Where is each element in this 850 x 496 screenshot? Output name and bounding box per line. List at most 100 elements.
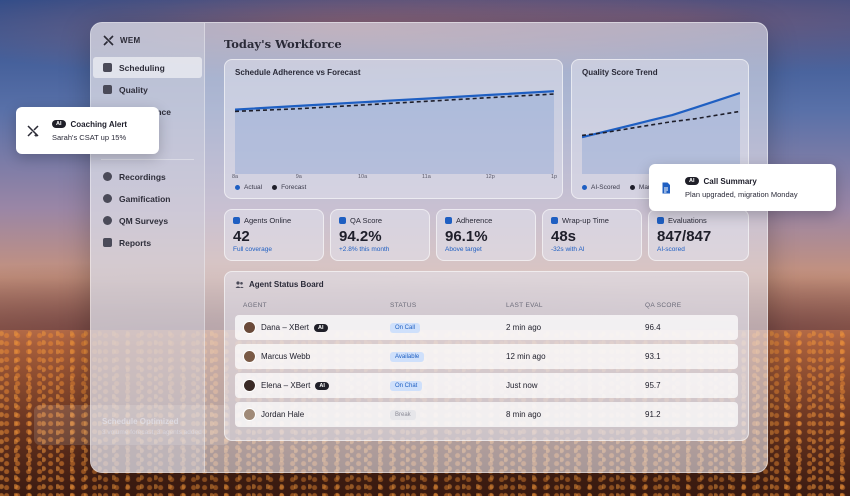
legend-dot [272,185,278,190]
avatar [243,350,256,363]
shield-check-icon [339,217,346,224]
sparkle-icon [27,124,39,137]
chart-title: Schedule Adherence vs Forecast [235,68,361,77]
column-header-status[interactable]: STATUS [390,302,417,309]
series-line-manual[interactable] [582,111,740,135]
stat-label: Adherence [456,216,493,225]
ai-badge: AI [52,120,66,128]
stat-header: Evaluations [657,216,740,225]
trophy-icon [103,194,112,203]
table-row[interactable]: Jordan Hale Break 8 min ago 91.2 [235,402,738,427]
last-eval-cell: 2 min ago [506,323,542,332]
people-icon [233,217,240,224]
brand-name: WEM [120,35,141,45]
qa-score-cell: 91.2 [645,410,661,419]
status-badge: On Chat [390,381,423,391]
ai-badge: AI [315,381,329,390]
column-header-qa-score[interactable]: QA SCORE [645,302,682,309]
column-header-agent[interactable]: AGENT [243,302,267,309]
agent-name: Elena – XBert [261,381,311,390]
stat-header: Wrap-up Time [551,216,633,225]
brand[interactable]: WEM [91,23,204,57]
stat-label: Wrap-up Time [562,216,609,225]
stat-value: 48s [551,228,577,245]
schedule-optimized-toast[interactable]: Schedule Optimized 3 volume forecast, 3 … [34,405,230,445]
avatar [243,408,256,421]
toast-title: Call Summary [703,176,757,186]
avatar [243,379,256,392]
people-icon [235,281,244,288]
sidebar-item-qm-surveys[interactable]: QM Surveys [93,210,202,231]
schedule-adherence-chart: Schedule Adherence vs Forecast 8a 9a 10a 11… [224,59,563,199]
sidebar-item-quality[interactable]: Quality [93,79,202,100]
legend-item-ai-scored[interactable]: AI-Scored [582,184,620,191]
stat-card-agents-online[interactable]: Agents Online 42 Full coverage [224,209,324,261]
sidebar-item-scheduling[interactable]: Scheduling [93,57,202,78]
calendar-icon [103,63,112,72]
coaching-alert-toast[interactable]: AI Coaching Alert Sarah's CSAT up 15% [16,107,159,154]
stat-subtext: Above target [445,246,482,253]
x-tick-label: 11a [422,174,431,180]
table-row[interactable]: Elena – XBert AI On Chat Just now 95.7 [235,373,738,398]
board-header: Agent Status Board [235,280,738,289]
page-title: Today's Workforce [224,37,342,51]
qa-score-cell: 93.1 [645,352,661,361]
status-badge: Break [390,410,416,420]
stat-subtext: AI-scored [657,246,685,253]
stat-card-qa-score[interactable]: QA Score 94.2% +2.8% this month [330,209,430,261]
table-row[interactable]: Dana – XBert AI On Call 2 min ago 96.4 [235,315,738,340]
series-line-ai-scored[interactable] [582,93,740,137]
status-badge: Available [390,352,425,362]
toast-body: AI Call Summary Plan upgraded, migration… [685,177,798,199]
stat-card-adherence[interactable]: Adherence 96.1% Above target [436,209,536,261]
toast-text: Sarah's CSAT up 15% [52,132,127,142]
series-line-forecast[interactable] [235,94,554,111]
stat-card-wrap-up-time[interactable]: Wrap-up Time 48s -32s with AI [542,209,642,261]
stat-label: Agents Online [244,216,292,225]
column-header-last-eval[interactable]: LAST EVAL [506,302,543,309]
agent-cell: Elena – XBert AI [243,379,390,392]
status-cell: On Chat [390,380,506,391]
stat-value: 96.1% [445,228,488,245]
legend-item-actual[interactable]: Actual [235,184,262,191]
document-icon [662,182,670,193]
table-row[interactable]: Marcus Webb Available 12 min ago 93.1 [235,344,738,369]
sidebar-item-label: Reports [119,237,152,248]
stat-subtext: +2.8% this month [339,246,390,253]
legend-label: Forecast [281,184,307,191]
sidebar-item-label: Scheduling [119,62,165,73]
agent-name: Dana – XBert [261,323,310,332]
x-tick-label: 8a [231,174,239,180]
x-tick-label: 9a [295,174,302,180]
series-line-actual[interactable] [235,91,554,109]
sidebar-item-label: Gamification [119,193,171,204]
last-eval-cell: 8 min ago [506,410,542,419]
chart-legend: Actual Forecast [235,184,306,191]
last-eval-cell: Just now [506,381,538,390]
agent-cell: Marcus Webb [243,350,390,363]
last-eval-cell: 12 min ago [506,352,546,361]
sidebar-item-label: Recordings [119,171,166,182]
status-cell: On Call [390,322,506,333]
stat-value: 42 [233,228,250,245]
status-cell: Break [390,409,506,420]
x-tick-label: 10a [358,174,368,180]
legend-item-forecast[interactable]: Forecast [272,184,306,191]
sidebar-item-recordings[interactable]: Recordings [93,166,202,187]
survey-icon [103,216,112,225]
toast-header: AI Coaching Alert [52,120,127,129]
sidebar-item-gamification[interactable]: Gamification [93,188,202,209]
app-window: WEM Scheduling Quality Performance Recor… [90,22,768,473]
agent-name: Jordan Hale [261,410,305,419]
chart-plot-area [235,82,554,174]
stat-subtext: -32s with AI [551,246,585,253]
avatar [243,321,256,334]
toast-title: Coaching Alert [70,119,128,129]
series-area-0 [235,91,554,174]
sidebar-item-reports[interactable]: Reports [93,232,202,253]
stat-card-evaluations[interactable]: Evaluations 847/847 AI-scored [648,209,749,261]
toast-title: Schedule Optimized [102,417,179,426]
chart-title: Quality Score Trend [582,68,658,77]
clipboard-icon [657,217,664,224]
call-summary-toast[interactable]: AI Call Summary Plan upgraded, migration… [649,164,836,211]
